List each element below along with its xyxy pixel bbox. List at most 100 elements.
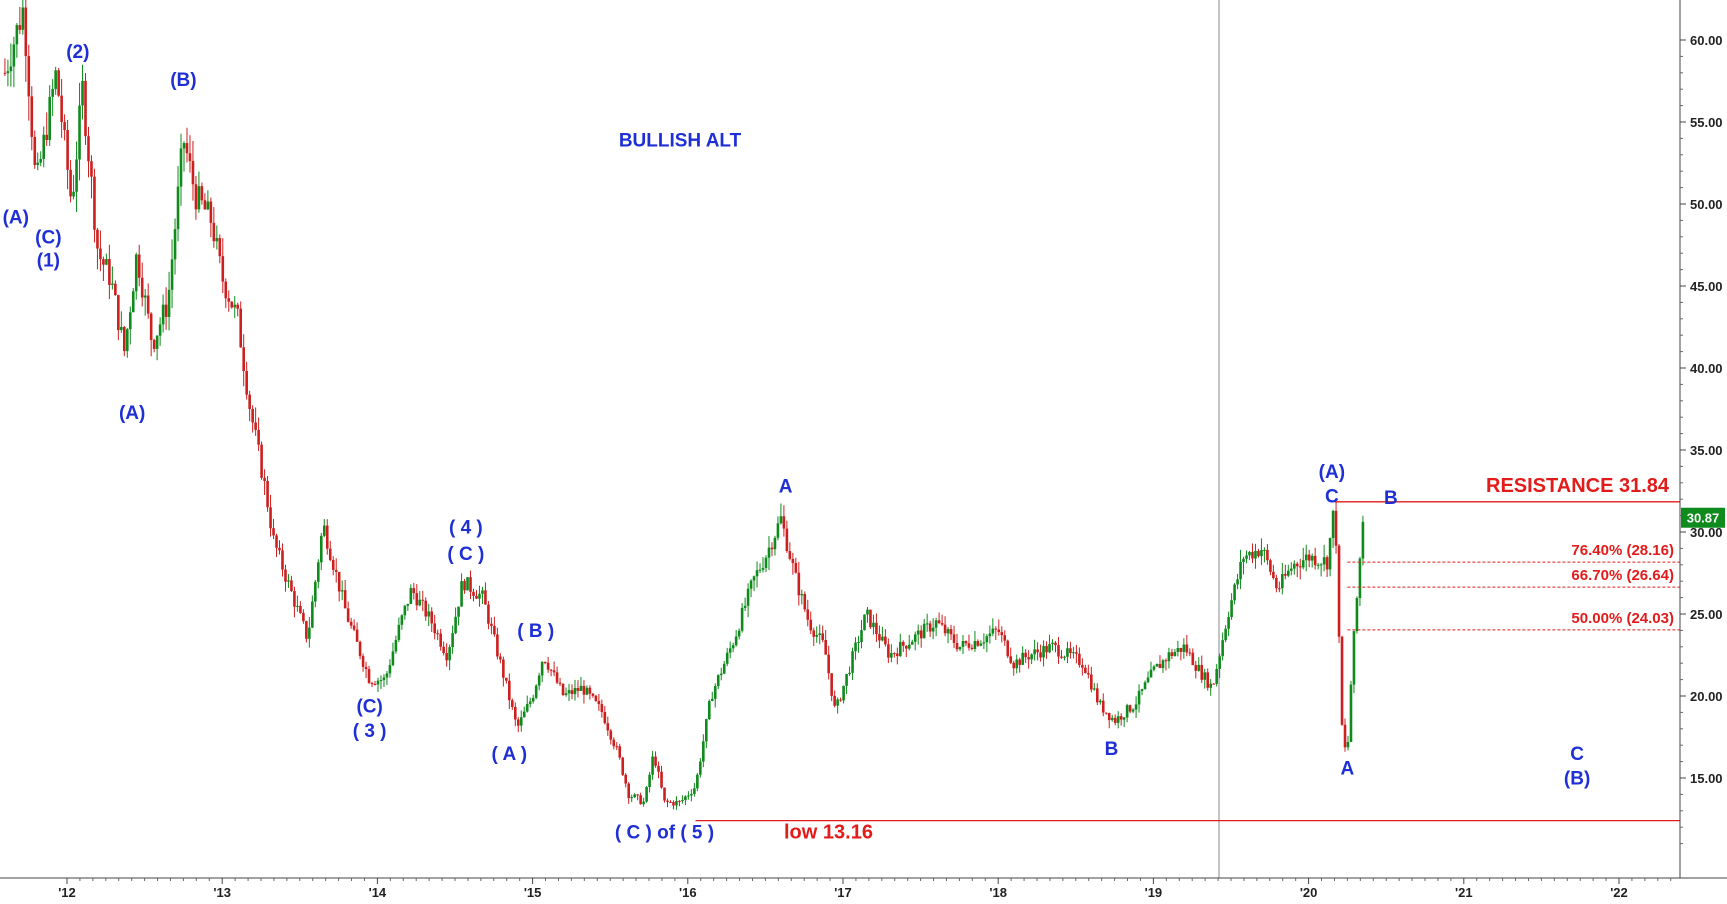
candle-body (594, 695, 598, 701)
candle-body (1000, 632, 1004, 636)
candle-body (1128, 705, 1132, 712)
candle-body (684, 796, 687, 801)
wave-label: (A) (1319, 462, 1345, 483)
candle-body (233, 304, 237, 308)
candle-body (579, 685, 583, 691)
candle-body (1295, 563, 1299, 567)
candle-body (484, 590, 487, 605)
candle-body (54, 70, 57, 90)
candle-body (743, 605, 747, 608)
candle-body (1310, 555, 1314, 561)
candle-body (1170, 652, 1174, 656)
candle-body (737, 630, 741, 637)
candle-body (242, 347, 245, 372)
candle-body (134, 254, 138, 292)
wave-label: ( 3 ) (353, 721, 387, 742)
candle-body (412, 588, 416, 594)
wave-label: (B) (1564, 769, 1590, 790)
candle-body (669, 801, 672, 803)
candle-body (848, 672, 851, 674)
candle-body (1030, 654, 1033, 660)
candle-body (779, 516, 783, 524)
candle-body (487, 604, 490, 624)
candle-body (1230, 600, 1233, 618)
candle-body (851, 651, 854, 673)
candle-body (245, 371, 248, 395)
candle-body (910, 641, 914, 645)
candle-body (63, 122, 66, 131)
candle-body (463, 581, 466, 591)
candle-body (191, 161, 195, 185)
candle-body (1337, 545, 1341, 637)
candle-body (355, 629, 359, 642)
candle-body (99, 248, 102, 260)
candle-body (528, 701, 532, 705)
candle-body (263, 477, 266, 481)
candle-body (1143, 682, 1147, 690)
candle-body (1263, 549, 1266, 551)
candle-body (615, 746, 619, 748)
candle-body (254, 422, 257, 430)
candle-body (173, 229, 177, 260)
candle-body (1352, 631, 1356, 685)
candle-body (128, 312, 132, 330)
candle-body (33, 136, 37, 165)
candle-body (1325, 557, 1329, 570)
wave-label: ( C ) (447, 544, 484, 565)
candle-body (970, 647, 974, 649)
wave-label: ( A ) (492, 744, 528, 765)
candle-body (1003, 635, 1007, 641)
candle-body (308, 627, 311, 639)
candle-body (1218, 656, 1221, 669)
x-tick-label: '18 (989, 885, 1007, 900)
candle-body (869, 609, 872, 628)
candle-body (809, 619, 813, 631)
candle-body (1021, 652, 1024, 665)
candle-body (872, 622, 875, 628)
candle-body (155, 335, 159, 349)
candle-body (394, 639, 398, 652)
candle-body (322, 525, 326, 536)
candle-body (663, 787, 666, 801)
candle-body (1233, 584, 1236, 601)
candle-body (325, 525, 329, 549)
candle-body (499, 656, 502, 660)
candle-body (427, 611, 431, 617)
candle-body (1024, 652, 1027, 658)
candle-body (1284, 574, 1287, 576)
candle-body (1334, 510, 1338, 546)
candle-body (791, 558, 795, 563)
candle-body (1209, 683, 1213, 688)
candle-body (433, 623, 437, 634)
candle-body (1322, 557, 1326, 565)
candle-body (102, 259, 105, 265)
candle-body (266, 480, 269, 508)
candle-body (839, 699, 842, 701)
candle-body (111, 283, 114, 285)
candle-body (913, 634, 917, 642)
candle-body (343, 590, 347, 609)
candle-body (1245, 555, 1248, 559)
candle-body (508, 680, 511, 701)
candle-body (546, 662, 550, 670)
candle-body (1075, 652, 1078, 654)
candle-body (1272, 571, 1275, 578)
candle-body (439, 633, 442, 647)
candle-body (51, 89, 54, 97)
candle-body (96, 229, 99, 249)
candle-body (1188, 652, 1192, 654)
candle-body (496, 634, 499, 657)
candle-body (666, 800, 669, 802)
candle-body (1015, 659, 1019, 669)
candle-body (994, 628, 998, 630)
candle-body (1179, 648, 1183, 652)
candle-body (657, 765, 660, 772)
candle-body (1140, 689, 1144, 691)
candle-body (618, 746, 622, 758)
candle-body (281, 550, 284, 570)
candle-body (922, 623, 926, 639)
candle-body (370, 683, 374, 685)
candle-body (531, 697, 535, 702)
y-tick-label: 35.00 (1690, 443, 1723, 458)
wave-labels-layer: (A)(2)(C)(1)(B)(A)BULLISH ALT( 4 )( C )(… (3, 42, 1591, 844)
